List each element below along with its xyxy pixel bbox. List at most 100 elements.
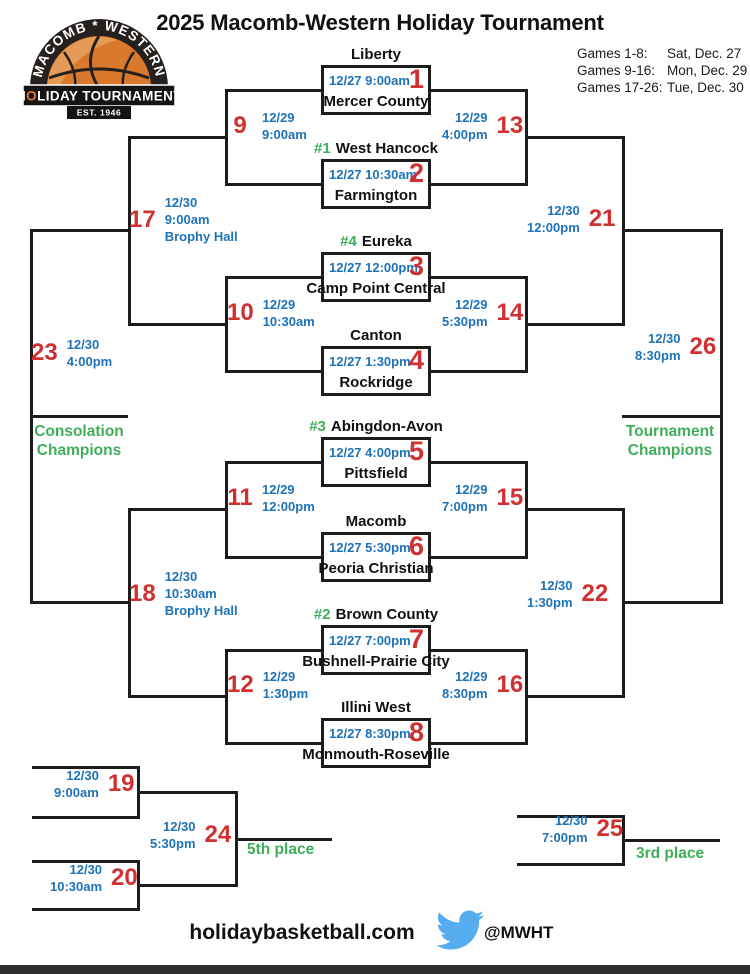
team-name: Eureka bbox=[361, 233, 412, 250]
game-box-6: 12/27 5:30pm 6 Peoria Christian bbox=[318, 531, 434, 582]
schedule-block: Games 1-8: Sat, Dec. 27 Games 9-16: Mon,… bbox=[577, 45, 747, 96]
bracket-line bbox=[428, 89, 525, 92]
game-date: 12/29 bbox=[262, 482, 295, 497]
schedule-row: Games 9-16: Mon, Dec. 29 bbox=[577, 62, 747, 79]
game-time: 8:30pm bbox=[442, 686, 488, 701]
bracket-line bbox=[137, 791, 235, 794]
game-box-1: 12/27 9:00am 1 Mercer County bbox=[321, 65, 431, 115]
schedule-games: Games 17-26: bbox=[577, 80, 663, 95]
bracket-line bbox=[525, 136, 622, 139]
game-date: 12/30 bbox=[539, 578, 573, 593]
website-text: holidaybasketball.com bbox=[189, 921, 415, 944]
game-datetime: 12/30 12:00pm bbox=[527, 202, 580, 236]
game-date: 12/30 bbox=[164, 569, 198, 584]
seed-label: #4 bbox=[340, 233, 357, 250]
seed-label: #3 bbox=[309, 418, 326, 435]
bracket-line bbox=[517, 815, 622, 818]
game-number: 23 bbox=[31, 339, 58, 366]
game-time: 4:00pm bbox=[442, 127, 488, 142]
bracket-line bbox=[225, 649, 228, 745]
game-time: 10:30am bbox=[50, 879, 103, 894]
bracket-line bbox=[428, 742, 525, 745]
team-name-bottom: Bushnell-Prairie City bbox=[302, 653, 450, 670]
twitter-bird-icon bbox=[436, 910, 484, 950]
seed-label: #1 bbox=[314, 140, 331, 157]
team-name-top: #2 Brown County bbox=[276, 606, 476, 623]
fifth-place-label: 5th place bbox=[247, 841, 315, 858]
game-date: 12/30 bbox=[162, 819, 196, 834]
banner-part1: H bbox=[22, 89, 26, 104]
bracket-line bbox=[428, 556, 525, 559]
game-date: 12/29 bbox=[454, 110, 488, 125]
bracket-line bbox=[428, 183, 525, 186]
game-23-label: 23 12/30 4:00pm bbox=[31, 336, 112, 370]
consolation-champions-label: Consolation Champions bbox=[29, 422, 129, 460]
game-number: 9 bbox=[233, 112, 247, 139]
game-datetime: 12/30 10:30am bbox=[50, 861, 102, 895]
bracket-line bbox=[225, 649, 322, 652]
basketball-seam bbox=[89, 35, 101, 89]
game-date: 12/29 bbox=[454, 297, 488, 312]
game-14-label: 12/29 5:30pm 14 bbox=[442, 296, 523, 330]
bracket-line bbox=[32, 816, 137, 819]
team-name-bottom: Mercer County bbox=[323, 93, 429, 110]
tournament-logo: MACOMB * WESTERN HOLIDAY TOURNAMENT EST.… bbox=[22, 18, 176, 119]
team-name-bottom: Farmington bbox=[334, 187, 418, 204]
team-name-bottom: Pittsfield bbox=[344, 465, 408, 482]
logo-banner-text: HOLIDAY TOURNAMENT bbox=[22, 89, 176, 104]
bracket-line bbox=[32, 766, 137, 769]
bracket-line bbox=[225, 89, 322, 92]
team-name-top: Liberty bbox=[276, 46, 476, 63]
game-time: 12:00pm bbox=[262, 499, 315, 514]
bracket-line bbox=[128, 136, 131, 326]
game-date: 12/29 bbox=[262, 297, 296, 312]
game-datetime: 12/30 5:30pm bbox=[150, 818, 196, 852]
tournament-champion-line bbox=[622, 415, 720, 418]
game-13-label: 12/29 4:00pm 13 bbox=[442, 109, 523, 143]
schedule-games: Games 1-8: bbox=[577, 46, 648, 61]
team-name: Liberty bbox=[350, 46, 401, 63]
game-number: 3 bbox=[408, 251, 424, 281]
game-datetime: 12/30 1:30pm bbox=[527, 577, 573, 611]
team-name: Abingdon-Avon bbox=[330, 418, 443, 435]
schedule-date: Mon, Dec. 29 bbox=[667, 63, 748, 78]
schedule-row: Games 17-26: Tue, Dec. 30 bbox=[577, 79, 747, 96]
basketball-highlight bbox=[47, 36, 117, 88]
game-number: 6 bbox=[408, 531, 424, 561]
game-17-label: 17 12/30 9:00am Brophy Hall bbox=[129, 194, 238, 245]
bracket-line bbox=[225, 370, 322, 373]
game-datetime: 12/27 9:00am bbox=[329, 73, 410, 88]
game-number: 10 bbox=[227, 299, 254, 326]
bracket-line bbox=[525, 508, 622, 511]
schedule-games: Games 9-16: bbox=[577, 63, 656, 78]
game-datetime: 12/29 10:30am bbox=[263, 296, 315, 330]
game-19-label: 12/30 9:00am 19 bbox=[54, 767, 135, 801]
game-time: 7:00pm bbox=[542, 830, 588, 845]
bracket-line bbox=[32, 908, 137, 911]
bracket-line bbox=[30, 601, 128, 604]
bracket-line bbox=[225, 276, 322, 279]
game-time: 1:30pm bbox=[262, 686, 309, 701]
game-box-8: 12/27 8:30pm 8 Monmouth-Roseville bbox=[302, 718, 450, 768]
game-datetime: 12/29 12:00pm bbox=[262, 481, 315, 515]
game-number: 17 bbox=[129, 205, 156, 233]
label-line: Tournament bbox=[625, 423, 715, 440]
logo-est-banner bbox=[67, 106, 131, 119]
game-time: 8:30pm bbox=[635, 348, 681, 363]
game-datetime: 12/30 9:00am bbox=[54, 767, 99, 801]
game-18-label: 18 12/30 10:30am Brophy Hall bbox=[129, 568, 238, 619]
bracket-line bbox=[622, 229, 720, 232]
game-datetime: 12/27 12:00pm bbox=[329, 260, 418, 275]
game-time: 5:30pm bbox=[442, 314, 488, 329]
bracket-line bbox=[720, 229, 723, 604]
team-name-top: Macomb bbox=[276, 513, 476, 530]
team-name-bottom: Peoria Christian bbox=[318, 560, 434, 577]
bracket-line bbox=[32, 860, 137, 863]
game-number: 19 bbox=[107, 770, 135, 797]
game-24-label: 12/30 5:30pm 24 bbox=[150, 818, 231, 852]
game-time: 9:00am bbox=[262, 127, 307, 142]
game-datetime: 12/29 7:00pm bbox=[442, 481, 488, 515]
tournament-champions-label: Tournament Champions bbox=[620, 422, 720, 460]
game-box-2: 12/27 10:30am 2 Farmington bbox=[321, 159, 431, 209]
bracket-line bbox=[428, 649, 525, 652]
